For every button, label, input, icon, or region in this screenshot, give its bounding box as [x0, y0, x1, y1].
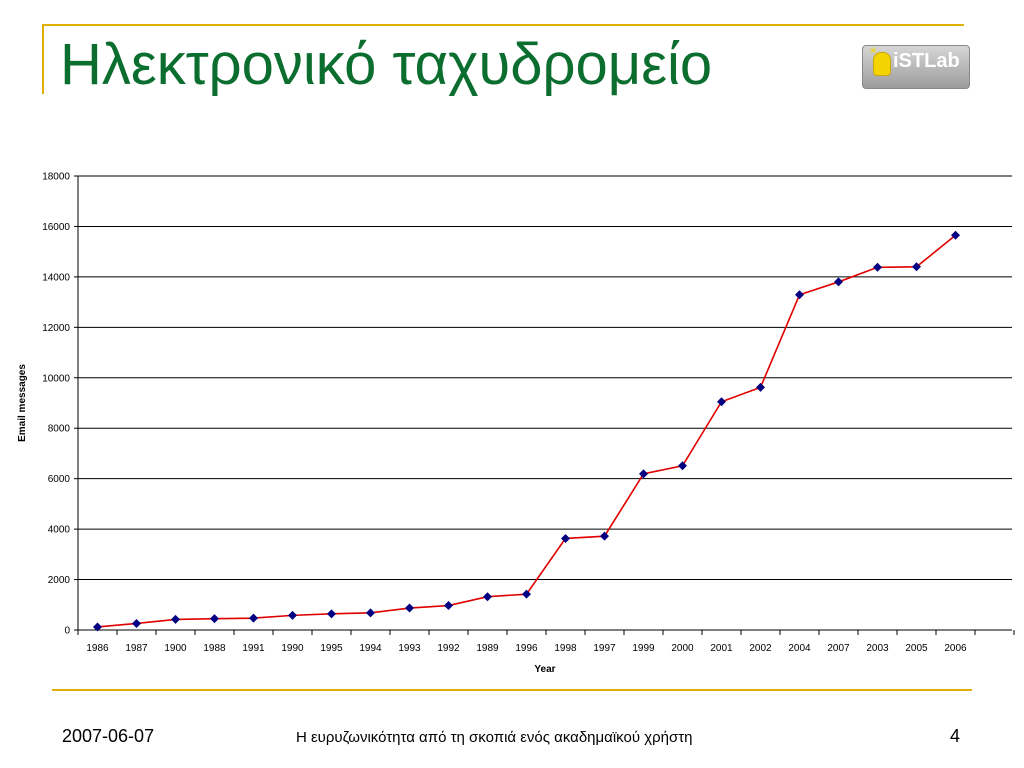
x-tick-label: 2005	[905, 643, 928, 654]
x-tick-label: 1999	[632, 643, 655, 654]
x-tick-label: 1988	[203, 643, 226, 654]
series-line	[97, 234, 957, 628]
y-tick-label: 8000	[48, 424, 71, 435]
data-point	[639, 469, 648, 479]
y-tick-label: 16000	[42, 222, 70, 233]
data-point	[327, 609, 336, 619]
data-point	[561, 533, 570, 543]
y-tick-label: 18000	[42, 172, 70, 183]
data-point	[249, 613, 258, 623]
data-point	[93, 622, 102, 632]
data-point	[600, 531, 609, 541]
x-tick-label: 1997	[593, 643, 616, 654]
chart-axes	[77, 176, 1012, 631]
data-point	[522, 589, 531, 599]
data-point	[834, 277, 843, 287]
data-point	[951, 230, 960, 240]
data-point	[912, 262, 921, 272]
y-tick-label: 0	[64, 626, 70, 637]
x-tick-label: 1991	[242, 643, 265, 654]
footer-date: 2007-06-07	[62, 726, 155, 746]
x-tick-label: 1994	[359, 643, 382, 654]
logo-rays-icon: ✳	[869, 46, 878, 57]
data-point	[210, 614, 219, 624]
x-tick-label: 1996	[515, 643, 538, 654]
x-tick-label: 2004	[788, 643, 811, 654]
slide-title: Ηλεκτρονικό ταχυδρομείο	[60, 32, 713, 97]
y-tick-label: 4000	[48, 525, 71, 536]
x-tick-label: 1990	[281, 643, 304, 654]
data-point	[483, 592, 492, 602]
y-tick-label: 6000	[48, 474, 71, 485]
accent-vertical-line	[42, 24, 44, 94]
y-tick-label: 12000	[42, 323, 70, 334]
x-tick-label: 2003	[866, 643, 889, 654]
y-axis-ticks: 0 2000 4000 6000 8000 10000 12000 14000 16000 180…	[42, 172, 78, 637]
x-tick-label: 1986	[86, 643, 109, 654]
lightbulb-icon	[873, 52, 891, 76]
y-axis-label: Email messages	[17, 364, 28, 442]
chart-gridlines	[78, 175, 1012, 581]
x-tick-label: 1987	[125, 643, 148, 654]
data-point	[795, 290, 804, 300]
x-tick-label: 2002	[749, 643, 772, 654]
x-tick-label: 1992	[437, 643, 460, 654]
x-tick-label: 1998	[554, 643, 577, 654]
chart-series	[93, 230, 960, 632]
data-point	[444, 601, 453, 611]
y-tick-label: 14000	[42, 272, 70, 283]
footer-divider	[52, 689, 972, 691]
x-axis-label: Year	[534, 664, 555, 675]
accent-top-line	[42, 24, 964, 26]
x-tick-label: 1995	[320, 643, 343, 654]
footer-text: Η ευρυζωνικότητα από τη σκοπιά ενός ακαδ…	[296, 729, 693, 746]
y-tick-label: 10000	[42, 373, 70, 384]
line-chart: 0 2000 4000 6000 8000 10000 12000 14000 16000 180…	[17, 172, 1015, 675]
data-point	[405, 603, 414, 613]
logo-text: iSTLab	[893, 50, 960, 72]
x-tick-label: 1900	[164, 643, 187, 654]
x-tick-label: 2000	[671, 643, 694, 654]
x-axis-ticks: 1986 1987 1900 1988 1991 1990 1995 1994 1993 1992…	[77, 630, 1015, 654]
data-point	[678, 461, 687, 471]
page-number: 4	[950, 726, 961, 746]
x-tick-label: 2007	[827, 643, 850, 654]
data-point	[171, 614, 180, 624]
data-point	[366, 608, 375, 618]
y-tick-label: 2000	[48, 575, 71, 586]
data-point	[756, 382, 765, 392]
data-point	[132, 618, 141, 628]
x-tick-label: 1993	[398, 643, 421, 654]
istlab-logo: ✳ iSTLab	[862, 45, 970, 89]
x-tick-label: 2001	[710, 643, 733, 654]
x-tick-label: 1989	[476, 643, 499, 654]
data-point	[717, 397, 726, 407]
data-point	[288, 610, 297, 620]
data-point	[873, 262, 882, 272]
x-tick-label: 2006	[944, 643, 967, 654]
